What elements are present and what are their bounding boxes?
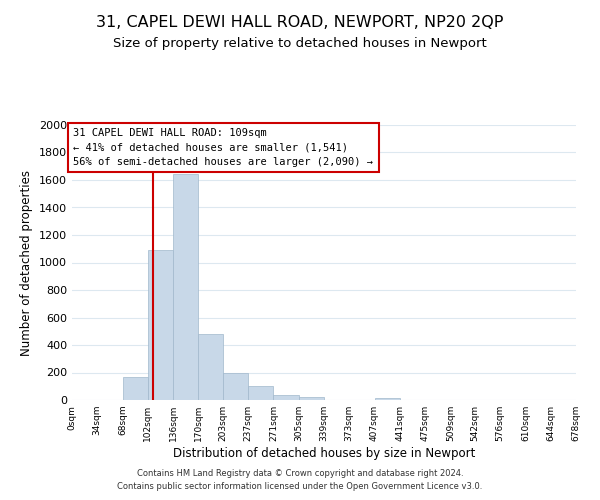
Text: 31, CAPEL DEWI HALL ROAD, NEWPORT, NP20 2QP: 31, CAPEL DEWI HALL ROAD, NEWPORT, NP20 … — [97, 15, 503, 30]
Bar — [374, 398, 400, 400]
Bar — [248, 386, 274, 400]
Y-axis label: Number of detached properties: Number of detached properties — [20, 170, 34, 356]
Text: Contains HM Land Registry data © Crown copyright and database right 2024.: Contains HM Land Registry data © Crown c… — [137, 468, 463, 477]
Text: Contains public sector information licensed under the Open Government Licence v3: Contains public sector information licen… — [118, 482, 482, 491]
Bar — [122, 376, 148, 400]
Bar — [148, 250, 173, 400]
Bar — [274, 395, 299, 400]
Bar — [299, 397, 324, 400]
Bar — [199, 334, 223, 400]
Text: 31 CAPEL DEWI HALL ROAD: 109sqm
← 41% of detached houses are smaller (1,541)
56%: 31 CAPEL DEWI HALL ROAD: 109sqm ← 41% of… — [73, 128, 373, 167]
Text: Size of property relative to detached houses in Newport: Size of property relative to detached ho… — [113, 38, 487, 51]
Bar — [173, 174, 199, 400]
X-axis label: Distribution of detached houses by size in Newport: Distribution of detached houses by size … — [173, 447, 475, 460]
Bar — [223, 372, 248, 400]
